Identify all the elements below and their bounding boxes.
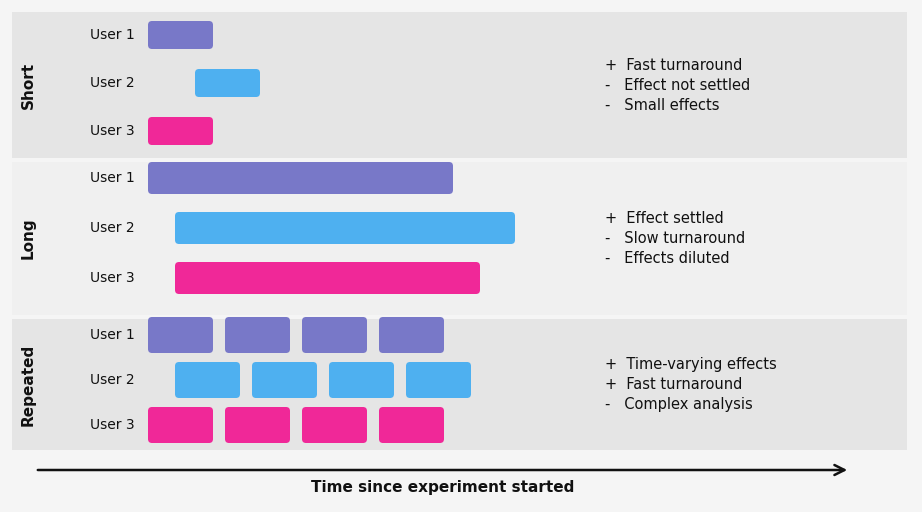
- Text: -   Small effects: - Small effects: [605, 97, 719, 113]
- Text: User 3: User 3: [90, 271, 135, 285]
- Bar: [12, 12, 907, 158]
- FancyBboxPatch shape: [175, 212, 515, 244]
- FancyBboxPatch shape: [302, 317, 367, 353]
- Text: +  Effect settled: + Effect settled: [605, 211, 724, 226]
- Text: -   Effects diluted: - Effects diluted: [605, 251, 729, 266]
- Text: User 1: User 1: [90, 328, 135, 342]
- Text: User 2: User 2: [90, 76, 135, 90]
- Bar: [12, 319, 907, 450]
- Text: +  Fast turnaround: + Fast turnaround: [605, 57, 742, 73]
- Text: -   Effect not settled: - Effect not settled: [605, 77, 751, 93]
- FancyBboxPatch shape: [379, 317, 444, 353]
- FancyBboxPatch shape: [148, 117, 213, 145]
- FancyBboxPatch shape: [148, 162, 453, 194]
- Text: Repeated: Repeated: [20, 344, 36, 425]
- Text: User 3: User 3: [90, 418, 135, 432]
- FancyBboxPatch shape: [302, 407, 367, 443]
- Text: User 1: User 1: [90, 171, 135, 185]
- Text: Time since experiment started: Time since experiment started: [311, 480, 574, 495]
- Text: Short: Short: [20, 61, 36, 109]
- FancyBboxPatch shape: [148, 317, 213, 353]
- Text: -   Complex analysis: - Complex analysis: [605, 397, 752, 412]
- FancyBboxPatch shape: [225, 317, 290, 353]
- FancyBboxPatch shape: [329, 362, 394, 398]
- Text: User 3: User 3: [90, 124, 135, 138]
- FancyBboxPatch shape: [225, 407, 290, 443]
- Text: User 2: User 2: [90, 221, 135, 235]
- FancyBboxPatch shape: [148, 21, 213, 49]
- Text: +  Fast turnaround: + Fast turnaround: [605, 377, 742, 392]
- Text: User 2: User 2: [90, 373, 135, 387]
- FancyBboxPatch shape: [195, 69, 260, 97]
- FancyBboxPatch shape: [175, 262, 480, 294]
- Text: User 1: User 1: [90, 28, 135, 42]
- Text: +  Time-varying effects: + Time-varying effects: [605, 357, 776, 372]
- Text: -   Slow turnaround: - Slow turnaround: [605, 231, 745, 246]
- FancyBboxPatch shape: [379, 407, 444, 443]
- Bar: [12, 162, 907, 315]
- Text: Long: Long: [20, 218, 36, 259]
- FancyBboxPatch shape: [406, 362, 471, 398]
- FancyBboxPatch shape: [148, 407, 213, 443]
- FancyBboxPatch shape: [252, 362, 317, 398]
- FancyBboxPatch shape: [175, 362, 240, 398]
